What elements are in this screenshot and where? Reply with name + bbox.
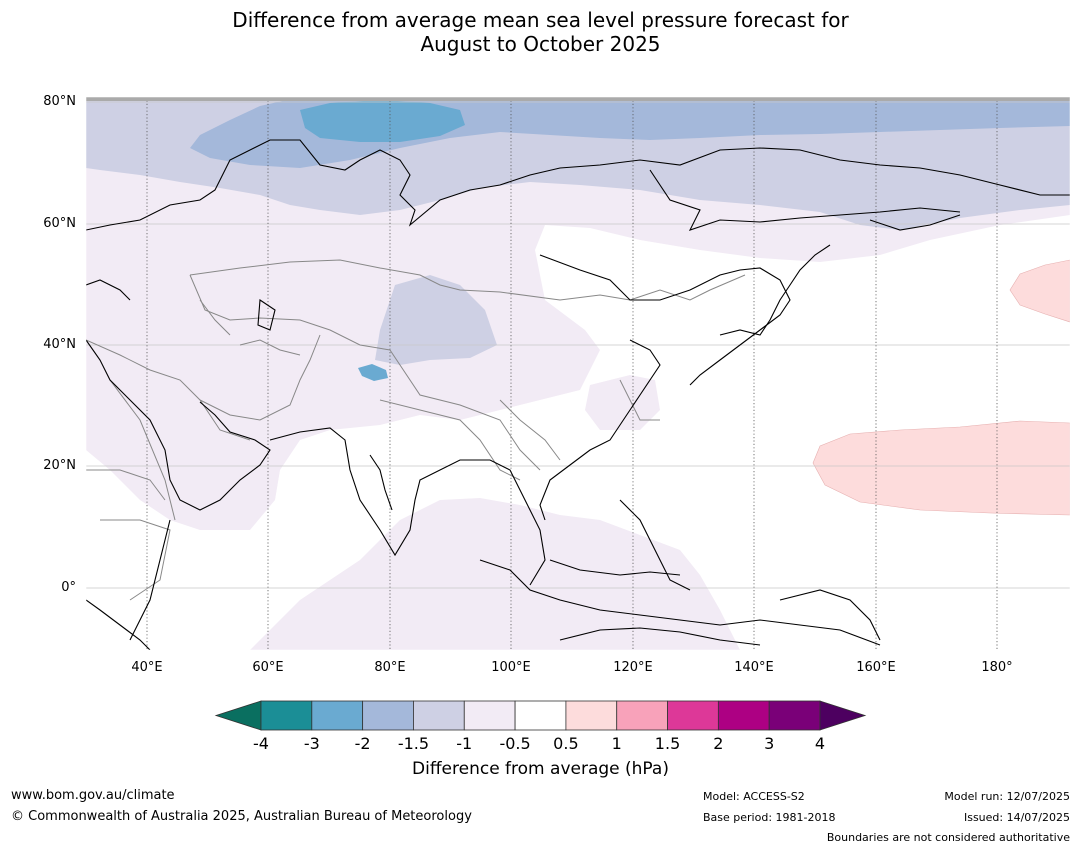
footer-boundaries-note: Boundaries are not considered authoritat… [826,831,1070,844]
latitude-label: 60°N [43,216,76,231]
colorbar-segment [565,700,618,731]
latitude-label: 80°N [43,94,76,109]
colorbar-tick-label: -1 [456,734,473,753]
colorbar [214,700,867,731]
colorbar-tick-label: 1.5 [654,734,681,753]
footer-copyright: © Commonwealth of Australia 2025, Austra… [11,809,472,824]
colorbar-segment [260,700,313,731]
longitude-label: 60°E [252,660,284,675]
colorbar-tick-label: 2 [713,734,724,753]
chart-title: Difference from average mean sea level p… [0,8,1081,56]
colorbar-tick-label: -3 [303,734,320,753]
coastlines [86,139,1070,650]
longitude-label: 80°E [374,660,406,675]
longitude-label: 120°E [613,660,653,675]
footer-website: www.bom.gov.au/climate [11,788,175,803]
graticule [86,97,1070,650]
longitude-label: 100°E [491,660,531,675]
latitude-label: 0° [61,580,76,595]
map-area [86,97,1070,650]
colorbar-tick-label: 3 [764,734,775,753]
colorbar-tick-label: -4 [253,734,269,753]
anomaly-region-minus-2-himalaya [358,364,388,381]
colorbar-tick-label: 0.5 [553,734,579,753]
latitude-label: 40°N [43,337,76,352]
colorbar-extend-low [214,700,262,731]
longitude-label: 140°E [734,660,774,675]
footer-model-run: Model run: 12/07/2025 [944,790,1070,803]
colorbar-segment [768,700,821,731]
colorbar-segment [717,700,770,731]
anomaly-region-minus-2 [300,100,465,142]
latitude-label: 20°N [43,458,76,473]
colorbar-extend-high [819,700,867,731]
longitude-label: 160°E [856,660,896,675]
colorbar-segment [667,700,719,731]
longitude-label: 40°E [131,660,163,675]
colorbar-tick-label: 1 [611,734,622,753]
colorbar-segment [616,700,668,731]
anomaly-region-light-negative-east [585,375,660,430]
colorbar-segment [463,700,516,731]
colorbar-segment [311,700,364,731]
footer-issued: Issued: 14/07/2025 [963,811,1070,824]
colorbar-segment [362,700,414,731]
anomaly-region-minus-1-central [375,275,497,365]
country-boundaries [86,259,746,601]
colorbar-tick-label: 4 [814,734,826,753]
colorbar-tick-label: -0.5 [499,734,531,753]
footer-base-period: Base period: 1981-2018 [703,811,836,824]
colorbar-label: Difference from average (hPa) [412,759,669,779]
colorbar-tick-label: -1.5 [397,734,430,753]
footer-model: Model: ACCESS-S2 [703,790,805,803]
title-line-2: August to October 2025 [420,32,661,56]
colorbar-tick-label: -2 [354,734,371,753]
anomaly-region-positive-tropical-pacific [812,420,1070,516]
anomaly-region-positive-north-pacific [1009,259,1070,323]
title-line-1: Difference from average mean sea level p… [232,8,849,32]
longitude-label: 180° [981,660,1013,675]
colorbar-segment [514,700,567,731]
colorbar-segment [413,700,465,731]
